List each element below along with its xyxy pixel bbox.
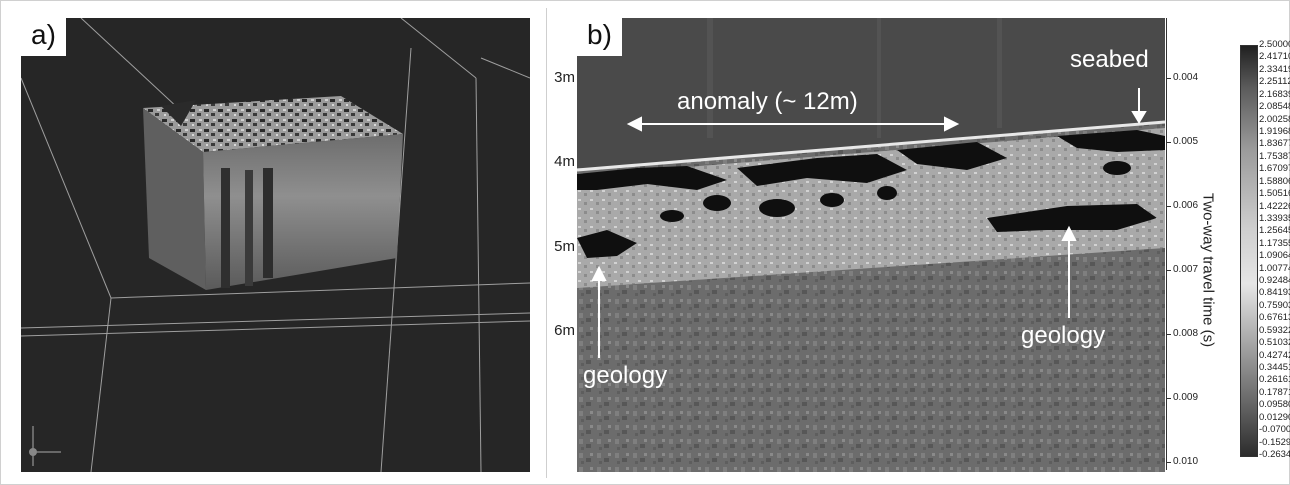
colorbar-label: 2.16839 [1259, 88, 1290, 100]
colorbar-label: 0.67613 [1259, 312, 1290, 324]
time-tick [1166, 334, 1171, 335]
seabed-label: seabed [1070, 46, 1149, 73]
radargram-image [577, 18, 1165, 472]
colorbar-label: 1.42226 [1259, 200, 1290, 212]
colorbar-label: -0.07000 [1259, 424, 1290, 436]
time-tick-label: 0.005 [1173, 136, 1199, 147]
volume-render [21, 18, 530, 472]
cube-top-face [143, 96, 403, 152]
panel-b-tag: b) [577, 18, 622, 56]
colorbar-label: 1.83677 [1259, 138, 1290, 150]
colorbar-label: 0.09580 [1259, 399, 1290, 411]
colorbar-label: 2.41710 [1259, 51, 1290, 63]
depth-label-5m: 5m [554, 238, 575, 255]
time-tick [1166, 142, 1171, 143]
colorbar-label: 0.34451 [1259, 362, 1290, 374]
colorbar-label: -0.26345 [1259, 449, 1290, 460]
colorbar-label: 1.33935 [1259, 212, 1290, 224]
colorbar-label: 0.75903 [1259, 299, 1290, 311]
panel-a-3d-volume: a) [21, 18, 530, 472]
time-tick [1166, 270, 1171, 271]
time-tick-label: 0.007 [1173, 264, 1199, 275]
colorbar-label: 0.42742 [1259, 349, 1290, 361]
time-tick-label: 0.006 [1173, 200, 1199, 211]
panel-a-tag: a) [21, 18, 66, 56]
time-tick-label: 0.009 [1173, 392, 1199, 403]
colorbar-label: 0.01290 [1259, 411, 1290, 423]
colorbar [1240, 45, 1258, 457]
colorbar-label: 0.84193 [1259, 287, 1290, 299]
colorbar-label: 0.26161 [1259, 374, 1290, 386]
colorbar-label: 2.251129 [1259, 76, 1290, 88]
colorbar-label: 1.00774 [1259, 262, 1290, 274]
colorbar-label: 0.51032 [1259, 337, 1290, 349]
depth-label-3m: 3m [554, 69, 575, 86]
colorbar-label: 1.09064 [1259, 250, 1290, 262]
time-tick [1166, 78, 1171, 79]
geology-left-label: geology [583, 362, 668, 389]
colorbar-label: 2.33419 [1259, 63, 1290, 75]
colorbar-label: 1.50516 [1259, 188, 1290, 200]
panel-b-radargram: b) anomaly (~ 12m) seabed geology geolog… [577, 18, 1165, 472]
colorbar-label: -0.15291 [1259, 436, 1290, 448]
time-axis-line [1166, 18, 1167, 470]
colorbar-label: 2.00258 [1259, 113, 1290, 125]
time-axis-title: Two-way travel time (s) [1199, 192, 1217, 348]
colorbar-label: 1.17355 [1259, 237, 1290, 249]
panel-divider [546, 8, 547, 478]
geology-right-label: geology [1021, 322, 1106, 349]
colorbar-label: 1.75387 [1259, 150, 1290, 162]
colorbar-label: 1.67097 [1259, 163, 1290, 175]
time-tick-label: 0.004 [1173, 72, 1199, 83]
colorbar-label: 0.92484 [1259, 275, 1290, 287]
time-tick-label: 0.008 [1173, 328, 1199, 339]
depth-label-4m: 4m [554, 153, 575, 170]
time-tick [1166, 462, 1171, 463]
colorbar-label: 1.58806 [1259, 175, 1290, 187]
colorbar-label: 2.50000 [1259, 39, 1290, 50]
time-tick [1166, 206, 1171, 207]
colorbar-label: 0.17871 [1259, 386, 1290, 398]
colorbar-label: 0.59322 [1259, 324, 1290, 336]
anomaly-label: anomaly (~ 12m) [677, 88, 858, 115]
depth-label-6m: 6m [554, 322, 575, 339]
colorbar-label: 2.08548 [1259, 101, 1290, 113]
time-tick-label: 0.010 [1173, 456, 1199, 467]
colorbar-label: 1.91968 [1259, 125, 1290, 137]
time-tick [1166, 398, 1171, 399]
colorbar-label: 1.25645 [1259, 225, 1290, 237]
